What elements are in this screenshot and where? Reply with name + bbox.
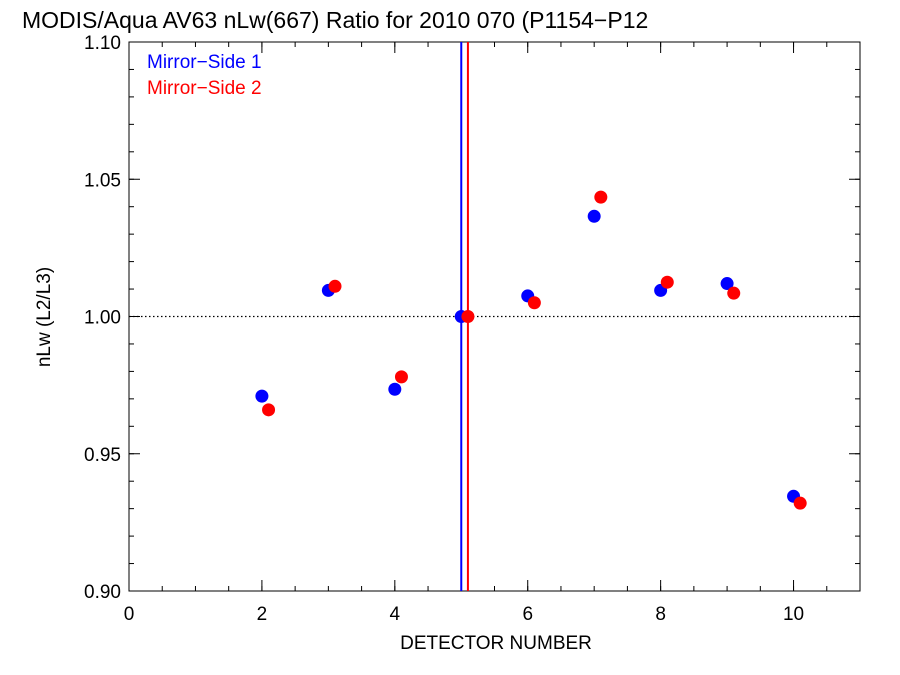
y-tick-label: 1.10	[84, 33, 121, 54]
x-tick-label: 6	[522, 604, 533, 625]
y-tick-label: 0.90	[84, 582, 121, 603]
mirror-side-2-point	[394, 370, 408, 384]
mirror-side-2-point	[793, 496, 807, 510]
mirror-side-1-point	[587, 209, 601, 223]
data-points	[255, 190, 807, 510]
x-tick-label: 0	[124, 604, 135, 625]
mirror-side-2-point	[328, 279, 342, 293]
x-tick-label: 4	[390, 604, 401, 625]
y-tick-label: 0.95	[84, 445, 121, 466]
legend-entry-mirror-side-1: Mirror−Side 1	[147, 52, 262, 73]
mirror-side-2-point	[527, 296, 541, 310]
y-axis-ticks: 0.90 0.95 1.00 1.05 1.10	[84, 33, 860, 603]
x-axis-ticks: 0 2 4 6 8 10	[124, 42, 804, 625]
x-tick-label: 8	[655, 604, 666, 625]
mirror-side-2-point	[594, 190, 608, 204]
x-axis-label: DETECTOR NUMBER	[400, 633, 592, 654]
chart-title: MODIS/Aqua AV63 nLw(667) Ratio for 2010 …	[22, 7, 648, 33]
legend: Mirror−Side 1 Mirror−Side 2	[147, 52, 262, 99]
legend-entry-mirror-side-2: Mirror−Side 2	[147, 78, 262, 99]
mirror-side-1-point	[255, 389, 269, 403]
mirror-side-2-point	[262, 403, 276, 417]
mirror-side-1-point	[720, 277, 734, 291]
x-tick-label: 2	[257, 604, 268, 625]
y-tick-label: 1.00	[84, 308, 121, 329]
y-tick-label: 1.05	[84, 170, 121, 191]
mirror-side-2-point	[727, 286, 741, 300]
mirror-side-2-point	[461, 310, 475, 323]
x-tick-label: 10	[783, 604, 804, 625]
y-axis-label: nLw (L2/L3)	[34, 267, 55, 367]
mirror-side-2-point	[660, 275, 674, 289]
mirror-side-1-point	[388, 382, 402, 396]
